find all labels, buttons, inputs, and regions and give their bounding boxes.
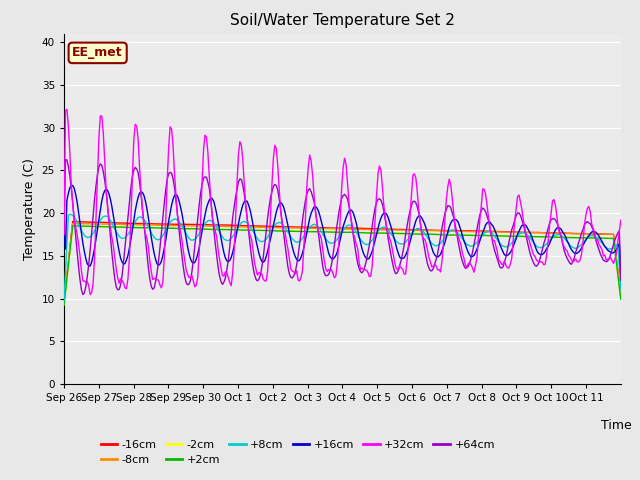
- -8cm: [541, 230, 549, 236]
- Legend: -16cm, -8cm, -2cm, +2cm, +8cm, +16cm, +32cm, +64cm: -16cm, -8cm, -2cm, +2cm, +8cm, +16cm, +3…: [96, 435, 500, 469]
- +32cm: [63, 107, 71, 112]
- +8cm: [541, 242, 549, 248]
- -2cm: [348, 229, 356, 235]
- +8cm: [60, 298, 68, 303]
- +2cm: [617, 297, 625, 302]
- X-axis label: Time: Time: [601, 419, 632, 432]
- +64cm: [79, 292, 87, 298]
- Text: EE_met: EE_met: [72, 47, 123, 60]
- -16cm: [98, 219, 106, 225]
- +32cm: [81, 278, 88, 284]
- +64cm: [61, 157, 69, 163]
- -2cm: [458, 232, 466, 238]
- +64cm: [60, 231, 68, 237]
- +2cm: [541, 234, 549, 240]
- -8cm: [98, 221, 106, 227]
- +64cm: [99, 168, 107, 174]
- +16cm: [60, 231, 68, 237]
- +8cm: [81, 232, 88, 238]
- Line: +16cm: +16cm: [64, 185, 621, 278]
- Line: +8cm: +8cm: [64, 214, 621, 300]
- +2cm: [98, 224, 106, 229]
- +2cm: [69, 223, 77, 229]
- +16cm: [614, 243, 621, 249]
- -2cm: [617, 296, 625, 302]
- -16cm: [614, 269, 621, 275]
- -8cm: [614, 269, 621, 275]
- +8cm: [458, 236, 466, 241]
- -2cm: [614, 272, 621, 278]
- +32cm: [616, 228, 623, 234]
- +64cm: [349, 233, 357, 239]
- +64cm: [616, 228, 623, 233]
- +64cm: [617, 277, 625, 283]
- -2cm: [69, 223, 77, 229]
- +64cm: [82, 284, 90, 289]
- +16cm: [69, 182, 77, 188]
- -8cm: [75, 221, 83, 227]
- +2cm: [458, 232, 466, 238]
- +16cm: [617, 275, 625, 281]
- -2cm: [60, 302, 68, 308]
- +2cm: [81, 223, 88, 229]
- Line: -2cm: -2cm: [64, 226, 621, 305]
- +32cm: [60, 231, 68, 237]
- +16cm: [348, 208, 356, 214]
- +16cm: [81, 249, 88, 254]
- -2cm: [541, 234, 549, 240]
- +8cm: [348, 223, 356, 229]
- Y-axis label: Temperature (C): Temperature (C): [23, 158, 36, 260]
- -16cm: [60, 300, 68, 305]
- +8cm: [66, 211, 74, 217]
- +2cm: [614, 272, 621, 278]
- +64cm: [460, 263, 468, 268]
- -16cm: [617, 294, 625, 300]
- +2cm: [348, 229, 356, 235]
- Title: Soil/Water Temperature Set 2: Soil/Water Temperature Set 2: [230, 13, 455, 28]
- +8cm: [617, 287, 625, 292]
- -16cm: [81, 219, 88, 225]
- Line: -8cm: -8cm: [64, 224, 621, 304]
- -8cm: [348, 227, 356, 232]
- -16cm: [458, 228, 466, 234]
- +2cm: [60, 302, 68, 308]
- Line: +64cm: +64cm: [64, 160, 621, 295]
- -16cm: [348, 225, 356, 231]
- +16cm: [541, 249, 549, 254]
- -2cm: [98, 224, 106, 230]
- Line: +2cm: +2cm: [64, 226, 621, 305]
- +8cm: [614, 241, 621, 247]
- +32cm: [460, 255, 468, 261]
- +32cm: [86, 292, 94, 298]
- +32cm: [99, 130, 107, 135]
- -8cm: [617, 294, 625, 300]
- +16cm: [458, 232, 466, 238]
- +64cm: [543, 231, 550, 237]
- +8cm: [98, 215, 106, 221]
- +32cm: [617, 217, 625, 223]
- -8cm: [458, 228, 466, 234]
- Line: -16cm: -16cm: [64, 221, 621, 302]
- -16cm: [69, 218, 77, 224]
- Line: +32cm: +32cm: [64, 109, 621, 295]
- -16cm: [541, 230, 549, 236]
- -2cm: [81, 223, 88, 229]
- +16cm: [98, 198, 106, 204]
- -8cm: [60, 301, 68, 307]
- -8cm: [81, 221, 88, 227]
- +32cm: [543, 252, 550, 258]
- +32cm: [349, 231, 357, 237]
